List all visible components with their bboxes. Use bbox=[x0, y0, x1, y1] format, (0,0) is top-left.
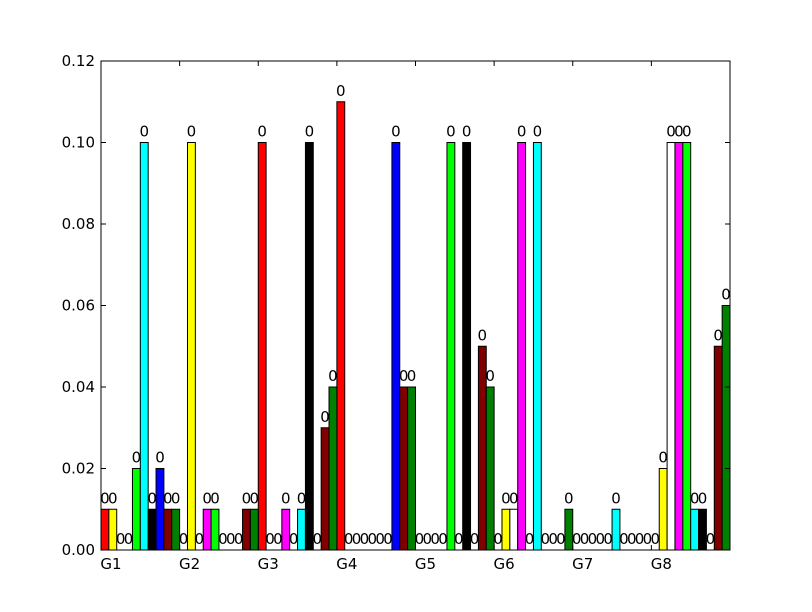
y-tick-label: 0.12 bbox=[62, 52, 95, 70]
bar-label: 0 bbox=[407, 367, 417, 385]
bar-g5-s9 bbox=[486, 387, 494, 550]
bar-label: 0 bbox=[438, 530, 448, 548]
bar-label: 0 bbox=[257, 123, 267, 141]
bar-label: 0 bbox=[273, 530, 283, 548]
bar-g8-s2 bbox=[667, 143, 675, 551]
bar-g5-s4 bbox=[447, 143, 455, 551]
bar-label: 0 bbox=[383, 530, 393, 548]
bar-label: 0 bbox=[289, 530, 299, 548]
y-tick-label: 0.02 bbox=[62, 460, 95, 478]
bar-label: 0 bbox=[139, 123, 149, 141]
bar-g8-s3 bbox=[675, 143, 683, 551]
bar-label: 0 bbox=[336, 82, 346, 100]
bar-g4-s9 bbox=[408, 387, 416, 550]
bar-g6-s9 bbox=[565, 509, 573, 550]
bar-g2-s1 bbox=[187, 143, 195, 551]
bar-label: 0 bbox=[556, 530, 566, 548]
bar-label: 0 bbox=[446, 123, 456, 141]
bar-g4-s7 bbox=[392, 143, 400, 551]
bar-label: 0 bbox=[281, 489, 291, 507]
bar-label: 0 bbox=[147, 489, 157, 507]
bar-label: 0 bbox=[603, 530, 613, 548]
bar-label: 0 bbox=[320, 408, 330, 426]
bar-label: 0 bbox=[108, 489, 118, 507]
bar-g2-s3 bbox=[203, 509, 211, 550]
bar-g3-s6 bbox=[305, 143, 313, 551]
bar-label: 0 bbox=[312, 530, 322, 548]
bar-g6-s3 bbox=[518, 143, 526, 551]
bar-label: 0 bbox=[706, 530, 716, 548]
bar-label: 0 bbox=[195, 530, 205, 548]
bar-g8-s5 bbox=[691, 509, 699, 550]
bar-g4-s8 bbox=[400, 387, 408, 550]
bar-g1-s8 bbox=[164, 509, 172, 550]
bar-g6-s5 bbox=[533, 143, 541, 551]
bar-label: 0 bbox=[124, 530, 134, 548]
y-tick-label: 0.08 bbox=[62, 215, 95, 233]
bar-label: 0 bbox=[179, 530, 189, 548]
bar-g1-s0 bbox=[101, 509, 109, 550]
bar-label: 0 bbox=[470, 530, 480, 548]
bar-g2-s8 bbox=[243, 509, 251, 550]
bar-label: 0 bbox=[328, 367, 338, 385]
bar-label: 0 bbox=[210, 489, 220, 507]
bar-g8-s8 bbox=[714, 346, 722, 550]
bar-label: 0 bbox=[713, 326, 723, 344]
bar-g3-s0 bbox=[258, 143, 266, 551]
bar-g1-s4 bbox=[132, 469, 140, 551]
bar-g3-s8 bbox=[321, 428, 329, 550]
bar-label: 0 bbox=[698, 489, 708, 507]
bar-label: 0 bbox=[658, 449, 668, 467]
x-tick-label: G4 bbox=[336, 555, 357, 573]
y-tick-label: 0.00 bbox=[62, 541, 95, 559]
bar-label: 0 bbox=[187, 123, 197, 141]
bar-g2-s9 bbox=[250, 509, 258, 550]
bar-g1-s7 bbox=[156, 469, 164, 551]
bar-label: 0 bbox=[132, 449, 142, 467]
bar-label: 0 bbox=[305, 123, 315, 141]
bar-g1-s6 bbox=[148, 509, 156, 550]
x-tick-label: G1 bbox=[100, 555, 121, 573]
bar-label: 0 bbox=[171, 489, 181, 507]
bar-g6-s1 bbox=[502, 509, 510, 550]
x-tick-label: G6 bbox=[494, 555, 515, 573]
bar-g1-s9 bbox=[172, 509, 180, 550]
y-tick-label: 0.06 bbox=[62, 297, 95, 315]
x-tick-label: G5 bbox=[415, 555, 436, 573]
bar-label: 0 bbox=[462, 123, 472, 141]
bar-label: 0 bbox=[234, 530, 244, 548]
bar-label: 0 bbox=[485, 367, 495, 385]
bar-g8-s9 bbox=[722, 306, 730, 551]
bar-label: 0 bbox=[525, 530, 535, 548]
bar-label: 0 bbox=[391, 123, 401, 141]
bar-label: 0 bbox=[643, 530, 653, 548]
bar-label: 0 bbox=[564, 489, 574, 507]
bar-g5-s6 bbox=[463, 143, 471, 551]
bar-g6-s2 bbox=[510, 509, 518, 550]
bar-label: 0 bbox=[155, 449, 165, 467]
bar-g3-s5 bbox=[298, 509, 306, 550]
bar-label: 0 bbox=[478, 326, 488, 344]
x-tick-label: G8 bbox=[651, 555, 672, 573]
bar-label: 0 bbox=[493, 530, 503, 548]
x-tick-label: G3 bbox=[258, 555, 279, 573]
x-tick-label: G7 bbox=[572, 555, 593, 573]
bar-label: 0 bbox=[517, 123, 527, 141]
bar-g3-s9 bbox=[329, 387, 337, 550]
bar-label: 0 bbox=[509, 489, 519, 507]
bar-label: 0 bbox=[682, 123, 692, 141]
bar-g8-s1 bbox=[659, 469, 667, 551]
bar-label: 0 bbox=[721, 286, 731, 304]
y-tick-label: 0.10 bbox=[62, 134, 95, 152]
x-tick-label: G2 bbox=[179, 555, 200, 573]
bar-label: 0 bbox=[533, 123, 543, 141]
bar-label: 0 bbox=[297, 489, 307, 507]
bar-label: 0 bbox=[611, 489, 621, 507]
bar-label: 0 bbox=[250, 489, 260, 507]
y-tick-label: 0.04 bbox=[62, 378, 95, 396]
bar-g4-s0 bbox=[337, 102, 345, 550]
bar-label: 0 bbox=[454, 530, 464, 548]
